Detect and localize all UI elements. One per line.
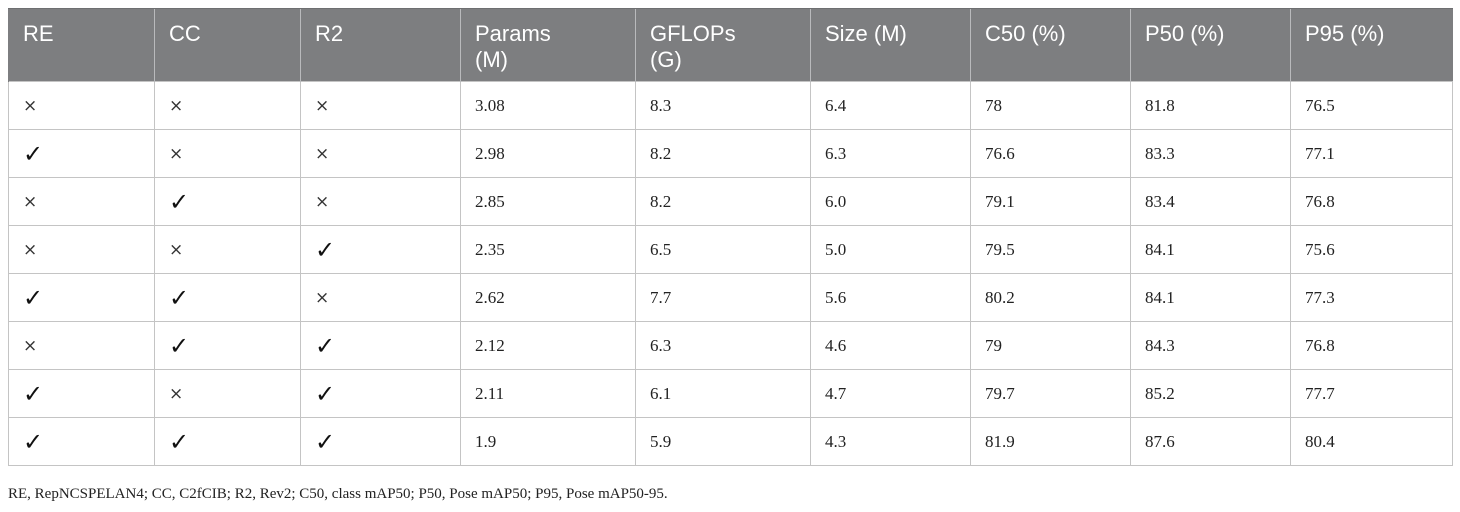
table-cell-gflops: 6.5 bbox=[635, 225, 811, 274]
table-cell-c50: 79 bbox=[970, 321, 1131, 370]
header-cell-p50: P50 (%) bbox=[1130, 8, 1291, 82]
ablation-results-table: RE CC R2 Params (M) GFLOPs (G) Size (M) … bbox=[8, 8, 1453, 466]
header-cell-gflops: GFLOPs (G) bbox=[635, 8, 811, 82]
table-cell-c50: 79.1 bbox=[970, 177, 1131, 226]
table-cell-re: × bbox=[8, 321, 155, 370]
table-cell-cc: × bbox=[154, 369, 301, 418]
table-row: × × ✓ 2.35 6.5 5.0 79.5 84.1 75.6 bbox=[8, 225, 1453, 274]
header-cell-r2: R2 bbox=[300, 8, 461, 82]
table-cell-params: 2.35 bbox=[460, 225, 636, 274]
header-cell-params: Params (M) bbox=[460, 8, 636, 82]
table-cell-r2: ✓ bbox=[300, 321, 461, 370]
table-cell-p95: 80.4 bbox=[1290, 417, 1453, 466]
table-cell-size: 6.0 bbox=[810, 177, 971, 226]
table-cell-p50: 84.1 bbox=[1130, 225, 1291, 274]
table-cell-c50: 79.5 bbox=[970, 225, 1131, 274]
table-cell-re: × bbox=[8, 177, 155, 226]
table-row: ✓ × × 2.98 8.2 6.3 76.6 83.3 77.1 bbox=[8, 129, 1453, 178]
table-cell-re: ✓ bbox=[8, 273, 155, 322]
table-cell-params: 1.9 bbox=[460, 417, 636, 466]
header-cell-cc: CC bbox=[154, 8, 301, 82]
table-cell-cc: × bbox=[154, 225, 301, 274]
table-cell-p50: 83.4 bbox=[1130, 177, 1291, 226]
table-cell-c50: 76.6 bbox=[970, 129, 1131, 178]
table-cell-size: 4.7 bbox=[810, 369, 971, 418]
table-cell-params: 2.12 bbox=[460, 321, 636, 370]
header-cell-c50: C50 (%) bbox=[970, 8, 1131, 82]
table-cell-gflops: 6.1 bbox=[635, 369, 811, 418]
table-cell-cc: × bbox=[154, 129, 301, 178]
table-cell-re: ✓ bbox=[8, 369, 155, 418]
table-cell-p95: 77.1 bbox=[1290, 129, 1453, 178]
table-cell-params: 2.11 bbox=[460, 369, 636, 418]
table-cell-p50: 85.2 bbox=[1130, 369, 1291, 418]
table-cell-p95: 77.7 bbox=[1290, 369, 1453, 418]
table-cell-cc: ✓ bbox=[154, 321, 301, 370]
table-cell-r2: × bbox=[300, 129, 461, 178]
table-row: ✓ ✓ × 2.62 7.7 5.6 80.2 84.1 77.3 bbox=[8, 273, 1453, 322]
table-header: RE CC R2 Params (M) GFLOPs (G) Size (M) … bbox=[8, 8, 1453, 82]
table-cell-p95: 76.8 bbox=[1290, 321, 1453, 370]
table-row: × ✓ × 2.85 8.2 6.0 79.1 83.4 76.8 bbox=[8, 177, 1453, 226]
table-cell-c50: 80.2 bbox=[970, 273, 1131, 322]
table-cell-re: ✓ bbox=[8, 129, 155, 178]
table-cell-r2: ✓ bbox=[300, 369, 461, 418]
table-cell-r2: × bbox=[300, 273, 461, 322]
table-cell-size: 6.4 bbox=[810, 81, 971, 130]
header-row: RE CC R2 Params (M) GFLOPs (G) Size (M) … bbox=[8, 8, 1453, 82]
table-cell-p95: 75.6 bbox=[1290, 225, 1453, 274]
table-row: ✓ ✓ ✓ 1.9 5.9 4.3 81.9 87.6 80.4 bbox=[8, 417, 1453, 466]
table-cell-gflops: 8.2 bbox=[635, 177, 811, 226]
table-cell-p95: 76.5 bbox=[1290, 81, 1453, 130]
table-cell-params: 2.62 bbox=[460, 273, 636, 322]
table-cell-p95: 76.8 bbox=[1290, 177, 1453, 226]
table-cell-params: 2.85 bbox=[460, 177, 636, 226]
table-cell-p50: 87.6 bbox=[1130, 417, 1291, 466]
header-cell-size: Size (M) bbox=[810, 8, 971, 82]
table-cell-size: 6.3 bbox=[810, 129, 971, 178]
table-cell-r2: ✓ bbox=[300, 417, 461, 466]
table-cell-r2: ✓ bbox=[300, 225, 461, 274]
table-row: ✓ × ✓ 2.11 6.1 4.7 79.7 85.2 77.7 bbox=[8, 369, 1453, 418]
table-cell-re: × bbox=[8, 81, 155, 130]
table-cell-re: ✓ bbox=[8, 417, 155, 466]
header-cell-re: RE bbox=[8, 8, 155, 82]
table-cell-p50: 84.1 bbox=[1130, 273, 1291, 322]
table-cell-p95: 77.3 bbox=[1290, 273, 1453, 322]
table-cell-size: 4.3 bbox=[810, 417, 971, 466]
table-cell-gflops: 8.2 bbox=[635, 129, 811, 178]
results-table-container: RE CC R2 Params (M) GFLOPs (G) Size (M) … bbox=[8, 8, 1453, 466]
table-cell-c50: 79.7 bbox=[970, 369, 1131, 418]
table-row: × × × 3.08 8.3 6.4 78 81.8 76.5 bbox=[8, 81, 1453, 130]
table-cell-p50: 83.3 bbox=[1130, 129, 1291, 178]
table-cell-p50: 84.3 bbox=[1130, 321, 1291, 370]
table-cell-gflops: 7.7 bbox=[635, 273, 811, 322]
table-cell-params: 2.98 bbox=[460, 129, 636, 178]
table-cell-size: 5.6 bbox=[810, 273, 971, 322]
table-cell-gflops: 5.9 bbox=[635, 417, 811, 466]
table-cell-size: 4.6 bbox=[810, 321, 971, 370]
table-cell-r2: × bbox=[300, 177, 461, 226]
table-cell-cc: ✓ bbox=[154, 273, 301, 322]
table-cell-params: 3.08 bbox=[460, 81, 636, 130]
table-cell-c50: 81.9 bbox=[970, 417, 1131, 466]
header-cell-p95: P95 (%) bbox=[1290, 8, 1453, 82]
table-footnote: RE, RepNCSPELAN4; CC, C2fCIB; R2, Rev2; … bbox=[8, 486, 668, 502]
table-cell-c50: 78 bbox=[970, 81, 1131, 130]
table-cell-size: 5.0 bbox=[810, 225, 971, 274]
table-cell-gflops: 6.3 bbox=[635, 321, 811, 370]
table-cell-re: × bbox=[8, 225, 155, 274]
table-cell-cc: ✓ bbox=[154, 417, 301, 466]
table-cell-cc: × bbox=[154, 81, 301, 130]
table-cell-r2: × bbox=[300, 81, 461, 130]
table-cell-gflops: 8.3 bbox=[635, 81, 811, 130]
table-cell-p50: 81.8 bbox=[1130, 81, 1291, 130]
table-body: × × × 3.08 8.3 6.4 78 81.8 76.5 ✓ × × 2.98 8.2 6.3 76.6… bbox=[8, 81, 1453, 466]
table-row: × ✓ ✓ 2.12 6.3 4.6 79 84.3 76.8 bbox=[8, 321, 1453, 370]
table-cell-cc: ✓ bbox=[154, 177, 301, 226]
